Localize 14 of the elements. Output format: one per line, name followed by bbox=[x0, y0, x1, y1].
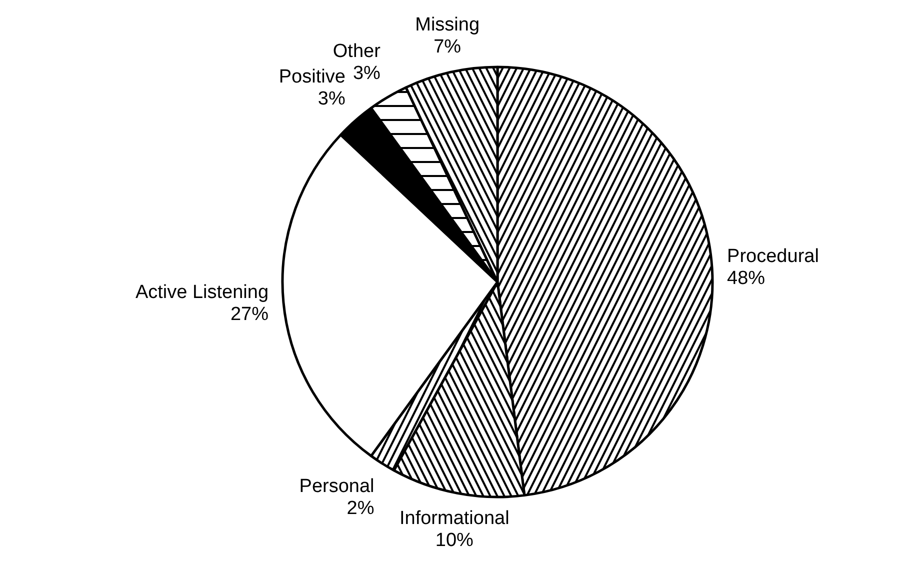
data-label: 2% bbox=[346, 498, 374, 520]
data-label: 48% bbox=[727, 268, 766, 290]
slice-label: Other bbox=[332, 41, 382, 62]
slice-label: Informational bbox=[399, 508, 510, 529]
data-label: 3% bbox=[318, 88, 346, 110]
slice-label: Missing bbox=[415, 14, 480, 36]
data-label: 10% bbox=[435, 530, 474, 551]
slice-label: Personal bbox=[299, 476, 374, 498]
slice-label: Active Listening bbox=[135, 282, 269, 304]
slice-label: Positive bbox=[278, 66, 346, 88]
data-label: 3% bbox=[352, 63, 381, 84]
data-label: 7% bbox=[434, 36, 462, 58]
data-label: 27% bbox=[230, 304, 269, 326]
slice-label: Procedural bbox=[727, 246, 819, 268]
